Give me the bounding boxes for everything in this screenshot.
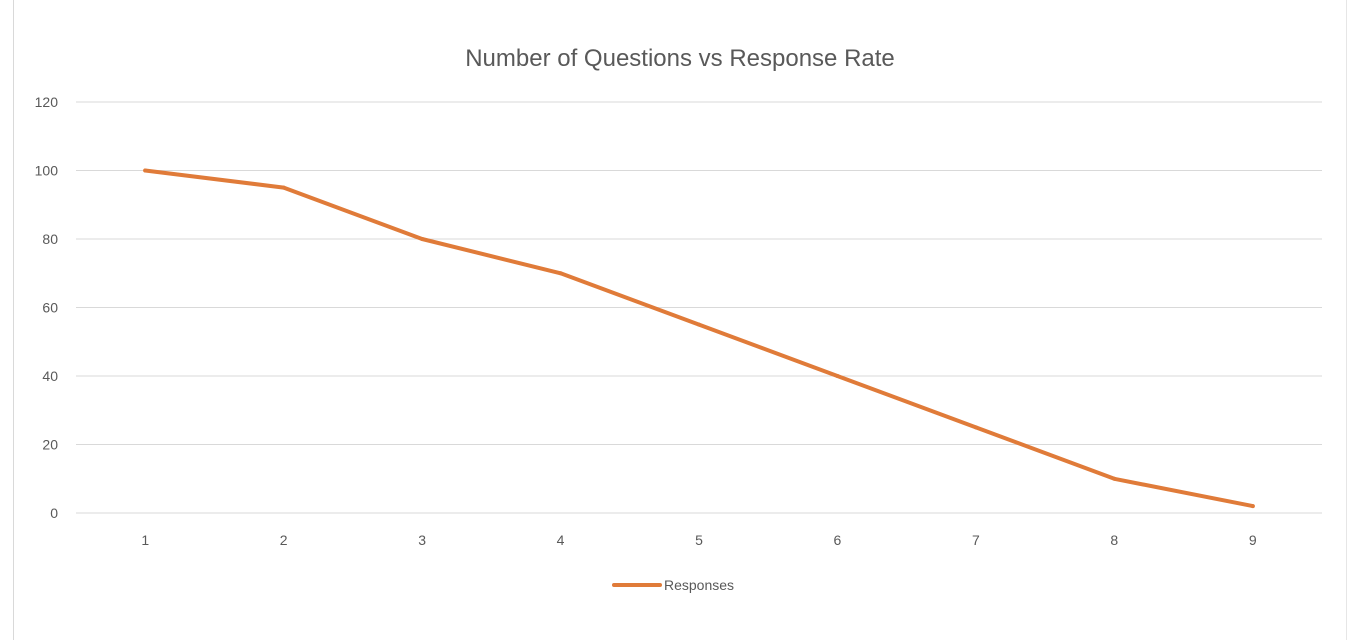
chart-frame-right-edge xyxy=(1346,0,1347,640)
data-point-responses-8 xyxy=(1112,476,1117,481)
x-tick-label: 6 xyxy=(834,532,842,548)
gridlines xyxy=(76,101,1322,514)
data-point-responses-4 xyxy=(558,271,563,276)
y-tick-label: 20 xyxy=(42,437,58,453)
x-tick-label: 1 xyxy=(141,532,149,548)
y-tick-label: 0 xyxy=(50,505,58,521)
x-tick-label: 8 xyxy=(1110,532,1118,548)
x-tick-label: 4 xyxy=(557,532,565,548)
data-point-responses-3 xyxy=(420,237,425,241)
y-tick-label: 100 xyxy=(35,163,59,179)
x-tick-label: 7 xyxy=(972,532,980,548)
data-point-responses-6 xyxy=(835,374,840,378)
y-axis-tick-labels: 0 20 40 60 80 100 120 xyxy=(35,94,59,521)
x-tick-label: 2 xyxy=(280,532,288,548)
data-point-responses-7 xyxy=(973,425,978,430)
chart-title: Number of Questions vs Response Rate xyxy=(465,45,895,72)
chart-frame-left-edge xyxy=(13,0,14,640)
data-point-responses-1 xyxy=(143,168,148,173)
data-point-responses-9 xyxy=(1250,504,1255,509)
data-point-responses-2 xyxy=(281,185,286,190)
legend-label-responses: Responses xyxy=(664,577,734,593)
x-tick-label: 5 xyxy=(695,532,703,548)
legend: Responses xyxy=(612,577,734,593)
data-point-responses-5 xyxy=(697,322,701,327)
x-tick-label: 3 xyxy=(418,532,426,548)
y-tick-label: 120 xyxy=(35,94,59,110)
series-lines xyxy=(143,168,1255,509)
y-tick-label: 60 xyxy=(42,300,58,316)
y-tick-label: 40 xyxy=(42,368,58,384)
series-line-responses xyxy=(143,168,1255,509)
y-tick-label: 80 xyxy=(42,231,58,247)
x-tick-label: 9 xyxy=(1249,532,1257,548)
x-axis-tick-labels: 1 2 3 4 5 6 7 8 9 xyxy=(141,532,1257,548)
